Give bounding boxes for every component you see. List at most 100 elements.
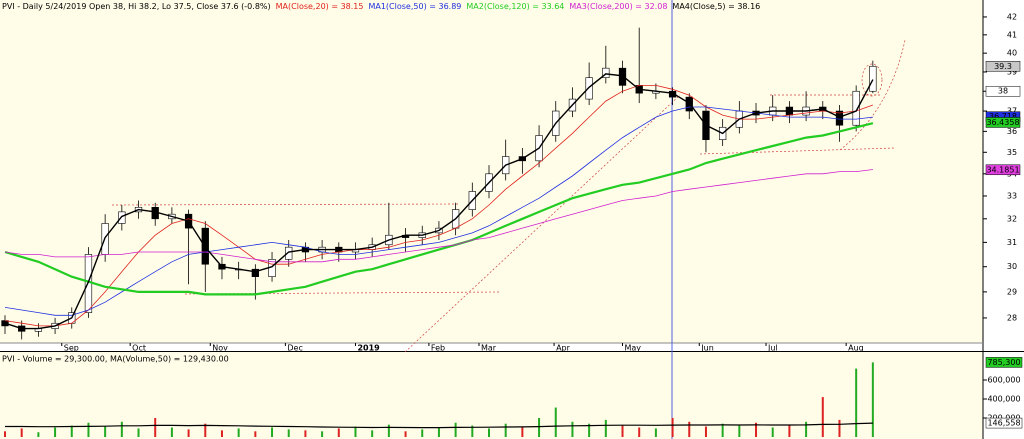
volume-ma-line (5, 422, 873, 429)
y-tick-label: 36 (1007, 127, 1017, 136)
ma-line (4, 73, 874, 330)
volume-bar (337, 428, 340, 437)
chart-title: PVI - Volume = 29,300.00, MA(Volume,50) … (2, 355, 229, 364)
volume-bar (871, 362, 874, 437)
candle-body (869, 65, 877, 92)
x-tick-label: Sep (64, 344, 79, 353)
volume-bar (821, 397, 824, 437)
volume-bar (37, 432, 40, 437)
end-label: 34.1851 (986, 165, 1019, 174)
x-tick-label: 2019 (357, 344, 380, 353)
volume-bar (788, 424, 791, 437)
legend-entry: MA3(Close,200) = 32.08 (569, 2, 667, 11)
end-label: 36.4358 (986, 118, 1019, 127)
volume-bar (571, 421, 574, 437)
volume-bar (671, 417, 674, 437)
volume-bar (554, 407, 557, 437)
end-label-box (985, 357, 1023, 368)
volume-bar (120, 421, 123, 437)
x-tick-label: Apr (556, 344, 571, 353)
volume-bar (487, 428, 490, 437)
volume-bar (421, 429, 424, 437)
y-tick-label: 37 (1007, 107, 1017, 116)
candle-body (285, 246, 293, 260)
chart-title: PVI - Daily 5/24/2019 Open 38, Hi 38.2, … (2, 2, 760, 11)
end-label-box (985, 85, 1021, 97)
volume-bar (271, 427, 274, 437)
volume-bar (721, 423, 724, 437)
y-tick-label: 32 (1007, 214, 1017, 223)
end-label: 38 (998, 87, 1008, 96)
volume-bar (471, 425, 474, 437)
x-tick-label: Feb (431, 344, 445, 353)
y-tick-label: 42 (1007, 12, 1017, 21)
highlight-ellipse (861, 63, 883, 97)
volume-bar (638, 427, 641, 437)
volume-bar (404, 431, 407, 437)
price-plot-bg (0, 0, 983, 343)
legend-entry: MA4(Close,5) = 38.16 (672, 2, 760, 11)
y-tick-label: 31 (1007, 238, 1017, 247)
volume-bar (538, 417, 541, 437)
volume-bar (4, 431, 7, 437)
x-tick-label: Jun (700, 344, 714, 353)
x-tick-label: Jul (767, 344, 778, 353)
volume-bar (755, 422, 758, 437)
volume-bar (838, 419, 841, 437)
y-tick-label: 600,000 (987, 375, 1020, 384)
volume-bar (621, 425, 624, 437)
x-tick-label: Aug (848, 344, 864, 353)
volume-bar (137, 428, 140, 437)
y-tick-label: 35 (1007, 148, 1017, 157)
x-tick-label: Nov (212, 344, 228, 353)
x-tick-label: Dec (287, 344, 302, 353)
candle-body (118, 211, 126, 224)
y-tick-label: 39 (1007, 67, 1017, 76)
y-tick-label: 400,000 (987, 394, 1020, 403)
y-tick-label: 28 (1007, 313, 1017, 322)
legend-entry: MA1(Close,50) = 36.89 (368, 2, 461, 11)
volume-bar (170, 427, 173, 437)
volume-bar (237, 428, 240, 437)
x-tick-label: Oct (132, 344, 146, 353)
y-tick-label: 33 (1007, 191, 1017, 200)
volume-bar (454, 422, 457, 437)
volume-bar (805, 421, 808, 437)
y-tick-label: 40 (1007, 49, 1017, 58)
end-label: 36.718 (989, 112, 1017, 121)
volume-bar (20, 428, 23, 437)
volume-bar (771, 427, 774, 437)
volume-bar (354, 426, 357, 437)
volume-bar (204, 423, 207, 437)
volume-bar (855, 368, 858, 437)
volume-bar (220, 430, 223, 437)
volume-bar (371, 430, 374, 437)
volume-bar (654, 428, 657, 437)
candle-body (585, 77, 593, 100)
volume-bar (87, 422, 90, 437)
volume-bar (504, 423, 507, 437)
end-label-box (985, 417, 1023, 429)
volume-bar (688, 421, 691, 437)
end-label-box (985, 117, 1021, 128)
legend-entry: MA2(Close,120) = 33.64 (466, 2, 564, 11)
end-label-box (985, 61, 1021, 72)
volume-bar (387, 424, 390, 437)
end-label: 146,558 (987, 419, 1020, 428)
y-tick-label: 30 (1007, 262, 1017, 271)
candle-body (618, 67, 627, 86)
volume-bar (187, 429, 190, 437)
end-label: 39.3 (994, 62, 1012, 71)
x-tick-label: May (625, 344, 642, 353)
ma-line (4, 169, 873, 263)
volume-bar (304, 430, 307, 437)
volume-bar (738, 425, 741, 437)
candle-body (668, 90, 677, 98)
x-tick-label: Mar (481, 344, 497, 353)
volume-bar (254, 431, 257, 437)
candle-body (835, 110, 844, 126)
volume-bar (704, 426, 707, 437)
ma-line (4, 122, 874, 296)
